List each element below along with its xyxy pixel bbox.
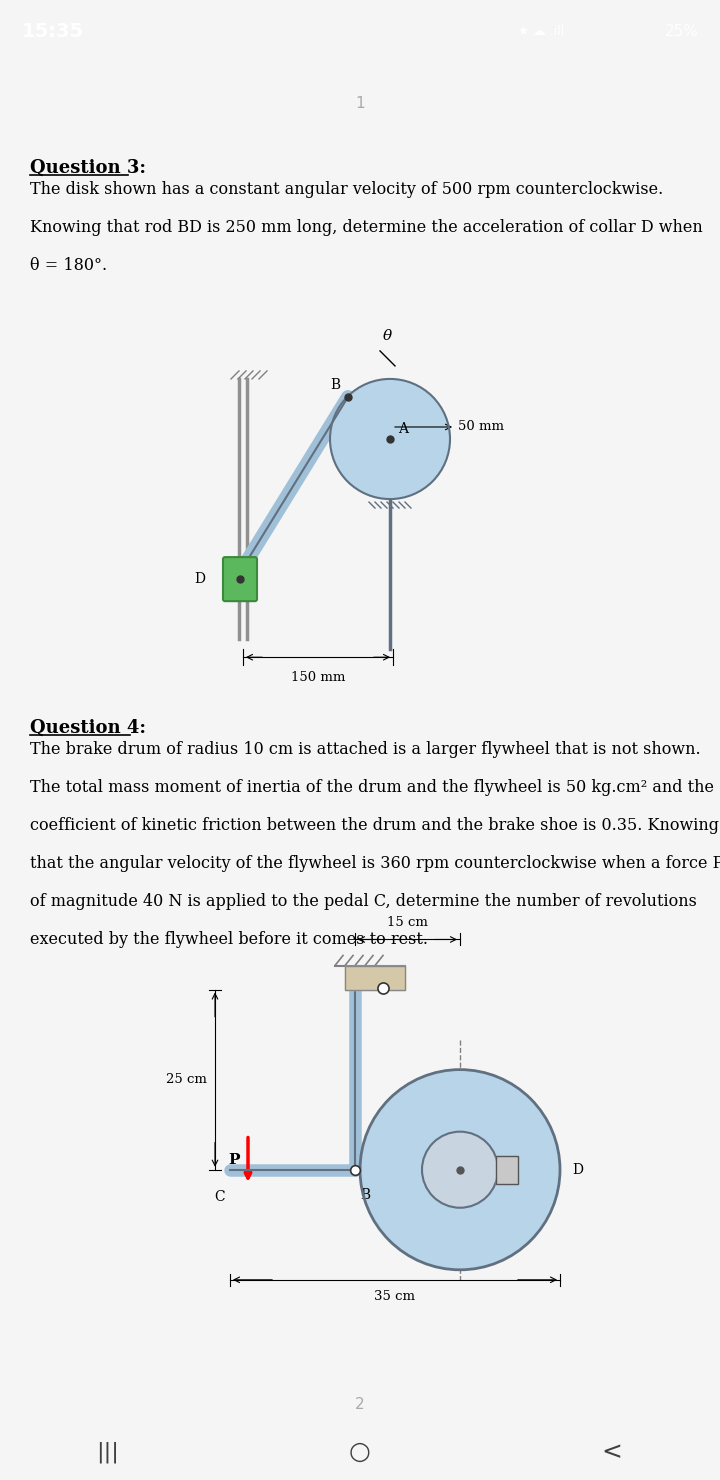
Text: 50 mm: 50 mm (458, 420, 504, 434)
Text: of magnitude 40 N is applied to the pedal C, determine the number of revolutions: of magnitude 40 N is applied to the peda… (30, 894, 697, 910)
Text: 35 cm: 35 cm (374, 1289, 415, 1302)
Text: |||: ||| (96, 1442, 120, 1462)
Circle shape (330, 379, 450, 499)
Text: B: B (360, 1188, 370, 1202)
Text: B: B (330, 377, 340, 392)
Text: <: < (602, 1440, 622, 1464)
Text: 150 mm: 150 mm (291, 672, 345, 684)
Text: ★ ☁ .ill: ★ ☁ .ill (518, 25, 564, 38)
Text: A: A (398, 422, 408, 437)
Bar (496, 1156, 518, 1184)
Text: 2: 2 (355, 1397, 365, 1412)
Text: θ = 180°.: θ = 180°. (30, 258, 107, 274)
Text: θ: θ (382, 329, 392, 343)
Text: Question 4:: Question 4: (30, 719, 146, 737)
Text: 15 cm: 15 cm (387, 916, 428, 929)
Text: D: D (194, 573, 205, 586)
Circle shape (422, 1132, 498, 1208)
Text: ○: ○ (349, 1440, 371, 1464)
FancyBboxPatch shape (223, 556, 257, 601)
Bar (496, 1156, 518, 1184)
Bar (345, 965, 405, 990)
Text: Question 3:: Question 3: (30, 158, 146, 176)
Text: 25%: 25% (665, 24, 698, 40)
Text: 15:35: 15:35 (22, 22, 84, 41)
Text: C: C (215, 1190, 225, 1203)
Text: 1: 1 (355, 96, 365, 111)
Text: coefficient of kinetic friction between the drum and the brake shoe is 0.35. Kno: coefficient of kinetic friction between … (30, 817, 719, 835)
Text: The disk shown has a constant angular velocity of 500 rpm counterclockwise.: The disk shown has a constant angular ve… (30, 181, 663, 198)
Text: executed by the flywheel before it comes to rest.: executed by the flywheel before it comes… (30, 931, 428, 949)
Circle shape (360, 1070, 560, 1270)
Text: P: P (228, 1153, 240, 1166)
Text: Knowing that rod BD is 250 mm long, determine the acceleration of collar D when: Knowing that rod BD is 250 mm long, dete… (30, 219, 703, 235)
Text: The brake drum of radius 10 cm is attached is a larger flywheel that is not show: The brake drum of radius 10 cm is attach… (30, 741, 701, 758)
Bar (345, 965, 405, 990)
Text: The total mass moment of inertia of the drum and the flywheel is 50 kg.cm² and t: The total mass moment of inertia of the … (30, 780, 714, 796)
Text: 25 cm: 25 cm (166, 1073, 207, 1086)
Text: A: A (389, 978, 399, 993)
Text: D: D (572, 1163, 583, 1177)
Text: 10 cm: 10 cm (465, 1168, 506, 1181)
Text: that the angular velocity of the flywheel is 360 rpm counterclockwise when a for: that the angular velocity of the flywhee… (30, 855, 720, 872)
